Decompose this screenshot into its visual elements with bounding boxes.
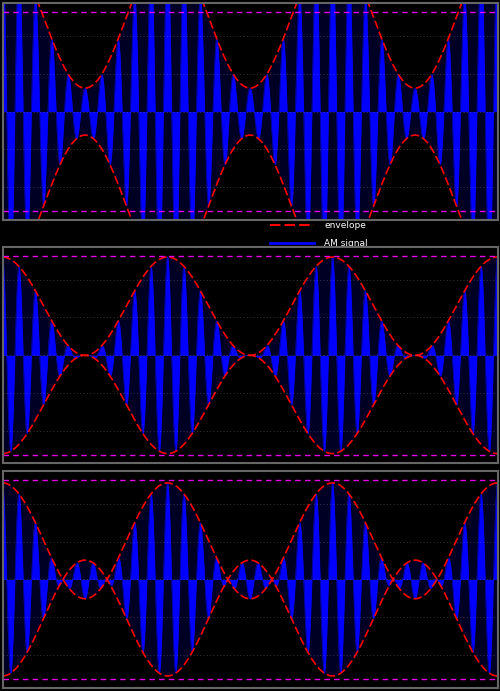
Text: envelope: envelope [324, 220, 366, 229]
Text: AM signal: AM signal [324, 238, 368, 247]
